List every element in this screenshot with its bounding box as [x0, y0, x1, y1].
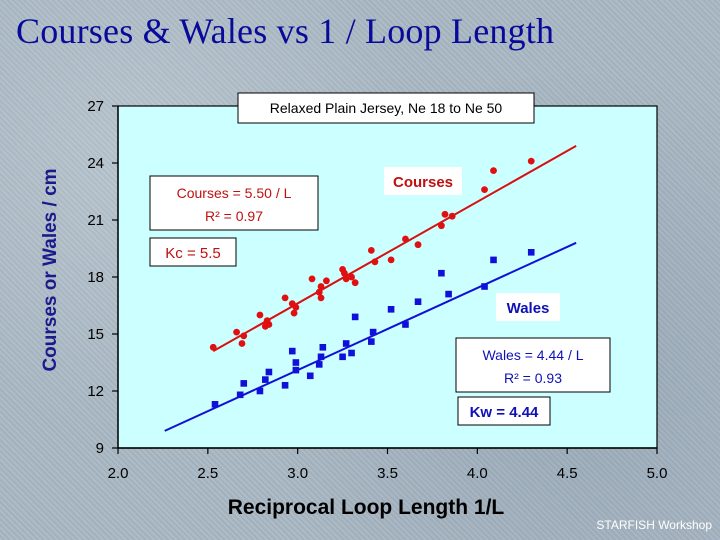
wales-point [414, 298, 422, 305]
x-tick-label: 5.0 [647, 465, 668, 482]
wales-point [348, 349, 355, 357]
wales-point [351, 313, 359, 321]
courses-point [490, 167, 497, 175]
data-points [209, 157, 535, 408]
x-tick-label: 2.5 [197, 465, 218, 482]
y-tick-label: 18 [87, 269, 104, 286]
courses-point [387, 256, 395, 264]
courses-point [342, 275, 350, 283]
courses-point [240, 332, 248, 340]
courses-point [281, 294, 289, 302]
courses-equation-box [149, 175, 319, 231]
courses-point [238, 340, 246, 347]
courses-point [317, 283, 325, 290]
courses-r2: R² = 0.97 [205, 208, 263, 224]
wales-point [265, 368, 273, 376]
wales-point [369, 328, 377, 336]
courses-point [292, 304, 300, 311]
wales-point [315, 361, 323, 368]
y-tick-label: 27 [87, 98, 104, 115]
wales-point [262, 376, 269, 383]
courses-point [402, 235, 409, 243]
kc-label: Kc = 5.5 [165, 245, 220, 262]
wales-point [292, 359, 300, 366]
courses-point [348, 273, 355, 281]
x-tick-label: 3.0 [287, 465, 308, 482]
fit-lines [164, 145, 577, 432]
wales-r2: R² = 0.93 [504, 370, 562, 386]
y-tick-label: 12 [87, 383, 104, 400]
fit-line [212, 145, 577, 352]
courses-point [448, 212, 456, 220]
x-tick-label: 4.0 [467, 465, 488, 482]
courses-point [290, 309, 298, 317]
wales-point [306, 372, 314, 380]
wales-point [481, 283, 488, 290]
wales-equation: Wales = 4.44 / L [482, 347, 583, 363]
wales-point [256, 387, 264, 395]
chart-title-box [237, 92, 535, 124]
axis-ticks: 2.0 2.5 3.0 3.5 4.0 4.5 5.0 9 12 15 18 21 24 27 [87, 98, 667, 482]
courses-point [233, 328, 240, 336]
courses-label-box [384, 167, 462, 195]
wales-point [240, 380, 248, 387]
wales-equation-box [455, 337, 611, 393]
kc-box [149, 237, 237, 267]
wales-point [445, 290, 452, 298]
courses-point [527, 157, 535, 165]
x-tick-label: 4.5 [557, 465, 578, 482]
plot-area [117, 105, 658, 449]
wales-point [292, 366, 300, 374]
wales-point [438, 269, 445, 277]
courses-point [371, 258, 379, 266]
wales-point [288, 347, 296, 355]
wales-point [339, 353, 346, 361]
courses-point [256, 311, 264, 319]
courses-point [315, 288, 323, 296]
wales-point [368, 338, 375, 345]
y-tick-label: 21 [87, 212, 104, 229]
courses-series-label: Courses [393, 174, 453, 191]
fit-line [164, 241, 577, 432]
footer-credit: STARFISH Workshop [596, 518, 712, 532]
kw-box [457, 396, 551, 426]
courses-point [317, 294, 325, 302]
courses-point [367, 247, 375, 254]
y-tick-label: 24 [87, 155, 104, 172]
courses-point [323, 277, 330, 285]
courses-point [441, 210, 449, 218]
x-tick-label: 3.5 [377, 465, 398, 482]
courses-point [265, 321, 273, 328]
courses-point [414, 241, 422, 249]
chart-title: Relaxed Plain Jersey, Ne 18 to Ne 50 [270, 100, 503, 116]
wales-point [211, 401, 219, 408]
y-tick-label: 9 [96, 440, 104, 457]
wales-point [281, 382, 289, 389]
wales-point [387, 306, 395, 313]
wales-series-label: Wales [507, 300, 550, 317]
x-tick-label: 2.0 [108, 465, 129, 482]
y-tick-label: 15 [87, 326, 104, 343]
courses-equation: Courses = 5.50 / L [177, 185, 292, 201]
wales-label-box [496, 293, 560, 321]
courses-point [340, 269, 348, 277]
wales-point [236, 391, 244, 399]
slide-title: Courses & Wales vs 1 / Loop Length [16, 11, 555, 51]
wales-point [319, 344, 327, 351]
x-axis-title: Reciprocal Loop Length 1/L [228, 496, 505, 519]
courses-point [438, 222, 445, 230]
y-axis-title: Courses or Wales / cm [40, 168, 61, 371]
wales-point [490, 256, 497, 264]
wales-point [342, 340, 350, 347]
wales-point [317, 353, 325, 361]
wales-point [527, 249, 535, 256]
courses-point [481, 186, 488, 194]
wales-point [402, 321, 409, 328]
courses-point [209, 343, 217, 351]
courses-point [308, 275, 316, 283]
kw-label: Kw = 4.44 [470, 404, 539, 421]
courses-point [351, 279, 359, 287]
